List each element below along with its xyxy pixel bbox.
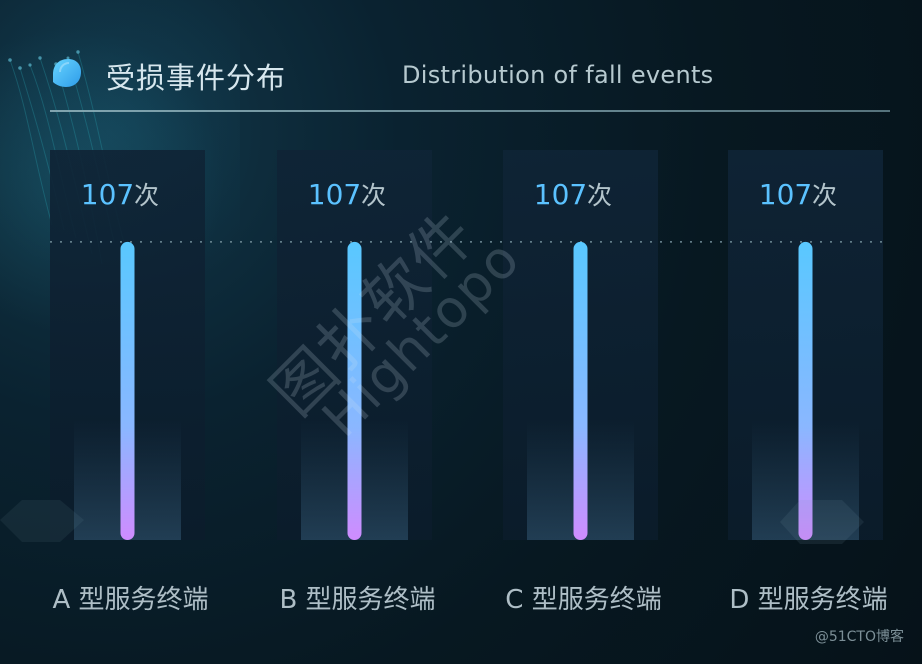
category-label-d: D 型服务终端 <box>729 585 887 615</box>
value-label-b: 107 <box>308 178 361 211</box>
bar-d <box>798 241 813 540</box>
chart-title-en: Distribution of fall events <box>402 61 714 89</box>
unit-label-c: 次 <box>587 181 612 210</box>
source-label: @51CTO博客 <box>814 629 904 645</box>
chart-title: 受损事件分布 <box>106 61 287 95</box>
unit-label-a: 次 <box>134 181 159 210</box>
category-label-c: C 型服务终端 <box>505 585 661 615</box>
value-label-c: 107 <box>534 178 587 211</box>
category-label-b: B 型服务终端 <box>279 585 435 615</box>
bar-a <box>120 241 135 540</box>
unit-label-d: 次 <box>812 181 837 210</box>
droplet-icon <box>53 59 81 87</box>
decorative-shape-right <box>780 500 864 544</box>
unit-label-b: 次 <box>361 181 386 210</box>
bar-b <box>347 241 362 540</box>
value-label-d: 107 <box>759 178 812 211</box>
title-divider <box>50 110 890 112</box>
bar-c <box>573 241 588 540</box>
value-label-a: 107 <box>81 178 134 211</box>
category-label-a: A 型服务终端 <box>52 585 208 615</box>
decorative-shape-left <box>0 500 84 542</box>
